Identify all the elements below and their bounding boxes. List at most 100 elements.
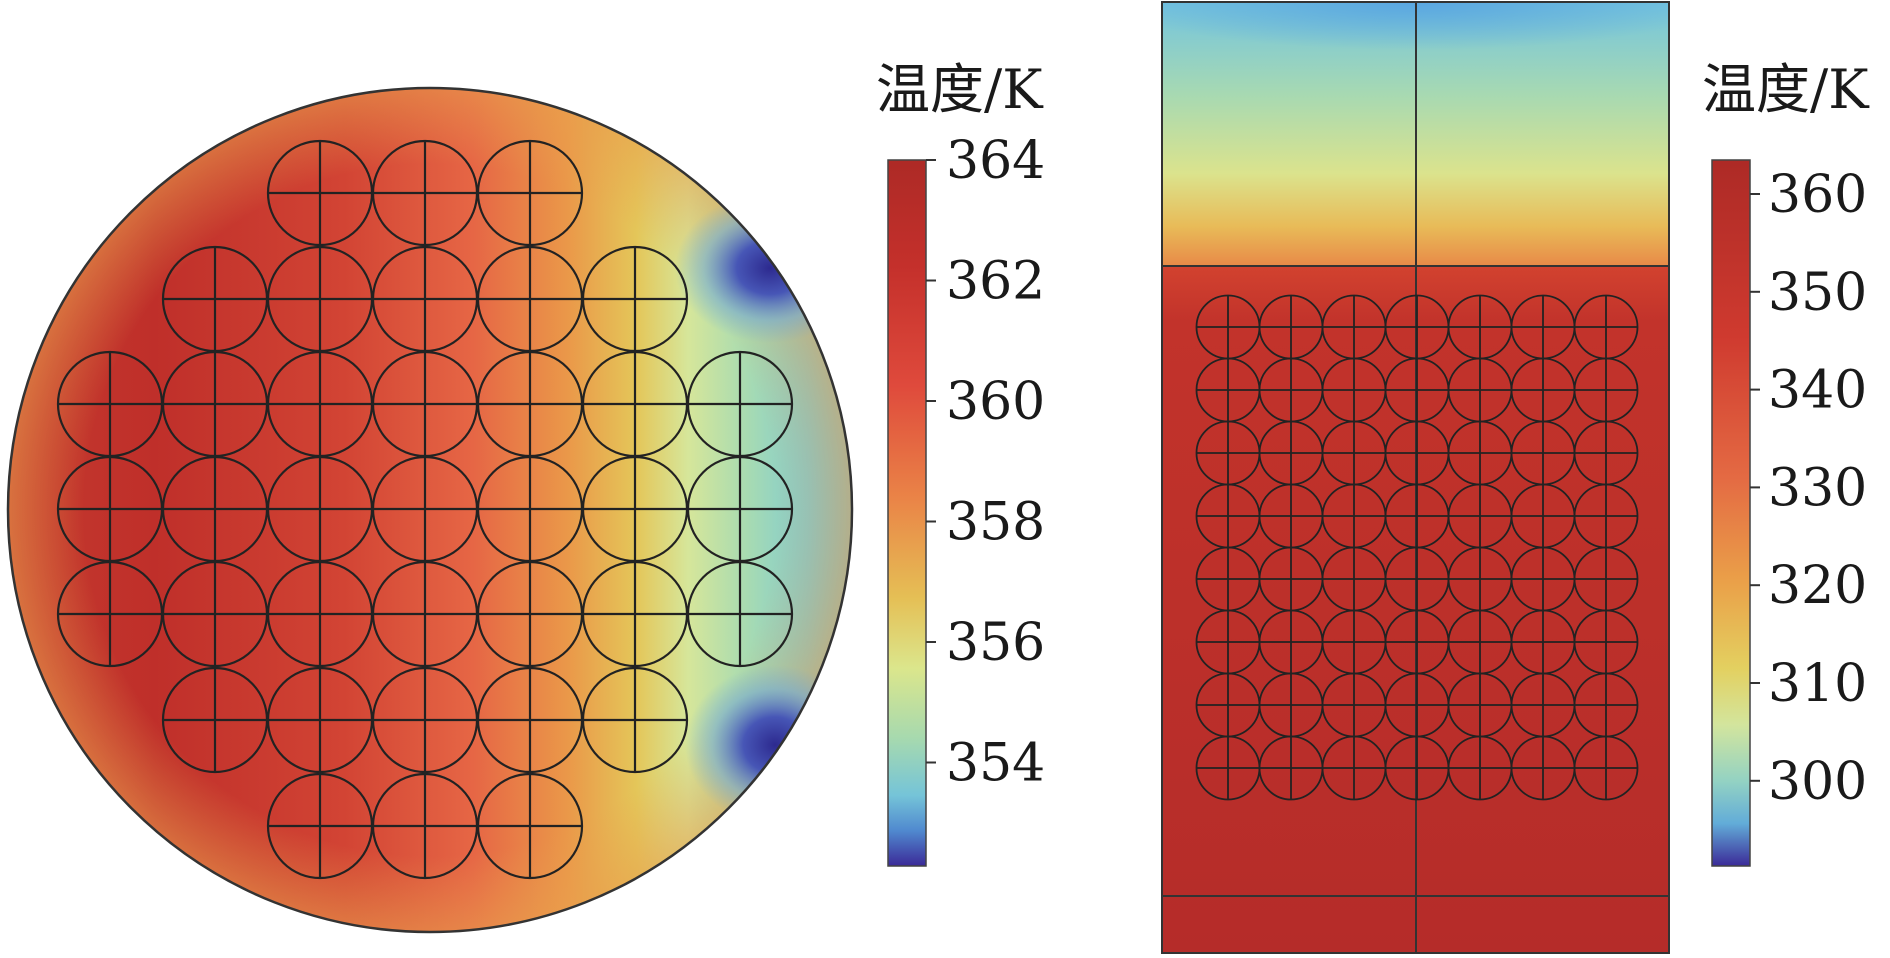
fuel-rod xyxy=(1258,672,1324,738)
right-colorbar-bar xyxy=(1711,159,1751,867)
fuel-rod xyxy=(1384,294,1450,360)
fuel-rod xyxy=(1195,357,1261,423)
fuel-rod xyxy=(1510,294,1576,360)
fuel-rod xyxy=(266,666,374,774)
colorbar-tick-label: 354 xyxy=(946,734,1045,794)
colorbar-tick-label: 300 xyxy=(1768,752,1867,812)
fuel-rod xyxy=(476,666,584,774)
left-legend-title: 温度/K xyxy=(876,58,1044,121)
fuel-rod xyxy=(371,350,479,458)
fuel-rod xyxy=(476,139,584,247)
fuel-rod xyxy=(1258,735,1324,801)
radial-boundary xyxy=(6,86,854,934)
fuel-rod xyxy=(1195,294,1261,360)
fuel-rod xyxy=(161,666,269,774)
fuel-rod xyxy=(266,560,374,668)
fuel-rod xyxy=(686,455,794,563)
radial-fuel-rods xyxy=(56,139,794,880)
fuel-rod xyxy=(1447,294,1513,360)
right-colorbar-ticks: 360 350 340 330 320 310 300 xyxy=(1750,165,1867,812)
fuel-rod xyxy=(1321,672,1387,738)
fuel-rod xyxy=(1447,483,1513,549)
fuel-rod xyxy=(476,350,584,458)
fuel-rod xyxy=(1573,483,1639,549)
fuel-rod xyxy=(266,350,374,458)
fuel-rod xyxy=(1510,483,1576,549)
fuel-rod xyxy=(686,350,794,458)
fuel-rod xyxy=(581,245,689,353)
right-colorbar: 温度/K 360 350 340 330 320 310 300 xyxy=(1702,58,1870,867)
colorbar-tick-label: 356 xyxy=(946,613,1045,673)
fuel-rod xyxy=(1573,609,1639,675)
fuel-rod xyxy=(476,245,584,353)
fuel-rod xyxy=(1384,420,1450,486)
fuel-rod xyxy=(266,455,374,563)
fuel-rod xyxy=(1573,357,1639,423)
fuel-rod xyxy=(1384,546,1450,612)
fuel-rod xyxy=(1573,420,1639,486)
fuel-rod xyxy=(1384,735,1450,801)
fuel-rod xyxy=(266,245,374,353)
fuel-rod xyxy=(161,455,269,563)
fuel-rod xyxy=(1447,420,1513,486)
fuel-rod xyxy=(1573,294,1639,360)
fuel-rod xyxy=(1447,546,1513,612)
fuel-rod xyxy=(581,666,689,774)
fuel-rod xyxy=(476,772,584,880)
fuel-rod xyxy=(1321,546,1387,612)
fuel-rod xyxy=(1447,609,1513,675)
fuel-rod xyxy=(686,560,794,668)
fuel-rod xyxy=(476,560,584,668)
fuel-rod xyxy=(371,772,479,880)
fuel-rod xyxy=(371,455,479,563)
fuel-rod xyxy=(1195,546,1261,612)
fuel-rod xyxy=(1510,672,1576,738)
fuel-rod xyxy=(1447,672,1513,738)
fuel-rod xyxy=(161,245,269,353)
fuel-rod xyxy=(371,245,479,353)
fuel-rod xyxy=(1321,357,1387,423)
fuel-rod xyxy=(1384,483,1450,549)
fuel-rod xyxy=(1321,420,1387,486)
colorbar-tick-label: 350 xyxy=(1768,263,1867,323)
colorbar-tick-label: 340 xyxy=(1768,361,1867,421)
fuel-rod xyxy=(56,455,164,563)
colorbar-tick-label: 320 xyxy=(1768,556,1867,616)
axial-fuel-rods xyxy=(1195,294,1639,801)
fuel-rod xyxy=(371,139,479,247)
fuel-rod xyxy=(1573,672,1639,738)
fuel-rod xyxy=(1258,546,1324,612)
fuel-rod xyxy=(1447,735,1513,801)
radial-cross-section xyxy=(6,86,854,934)
fuel-rod xyxy=(1447,357,1513,423)
fuel-rod xyxy=(161,350,269,458)
fuel-rod xyxy=(1321,735,1387,801)
fuel-rod xyxy=(1321,609,1387,675)
fuel-rod xyxy=(581,560,689,668)
fuel-rod xyxy=(1510,357,1576,423)
fuel-rod xyxy=(371,560,479,668)
fuel-rod xyxy=(1321,294,1387,360)
left-colorbar-bar xyxy=(887,159,927,867)
fuel-rod xyxy=(581,350,689,458)
fuel-rod xyxy=(1384,609,1450,675)
fuel-rod xyxy=(1258,420,1324,486)
fuel-rod xyxy=(161,560,269,668)
fuel-rod xyxy=(1258,357,1324,423)
fuel-rod xyxy=(1510,735,1576,801)
colorbar-tick-label: 362 xyxy=(946,252,1045,312)
colorbar-tick-label: 330 xyxy=(1768,458,1867,518)
colorbar-tick-label: 364 xyxy=(946,131,1045,191)
fuel-rod xyxy=(1195,483,1261,549)
fuel-rod xyxy=(371,666,479,774)
fuel-rod xyxy=(581,455,689,563)
left-colorbar: 温度/K 364 362 360 358 356 354 xyxy=(876,58,1045,867)
fuel-rod xyxy=(476,455,584,563)
fuel-rod xyxy=(1510,420,1576,486)
fuel-rod xyxy=(1195,672,1261,738)
fuel-rod xyxy=(1510,609,1576,675)
fuel-rod xyxy=(56,350,164,458)
colorbar-tick-label: 360 xyxy=(946,372,1045,432)
fuel-rod xyxy=(1195,609,1261,675)
